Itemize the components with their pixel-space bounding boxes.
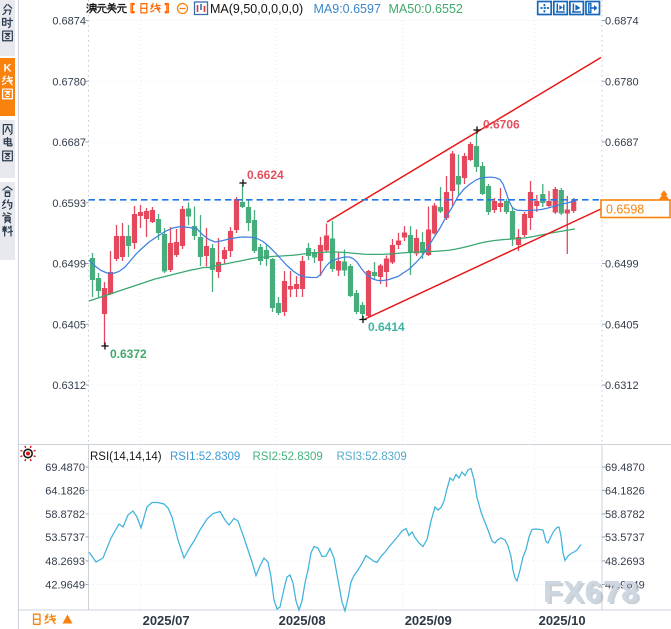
svg-text:0.6780: 0.6780 xyxy=(605,76,639,88)
svg-text:58.8782: 58.8782 xyxy=(45,509,85,521)
svg-text:53.5737: 53.5737 xyxy=(45,532,85,544)
svg-text:0.6874: 0.6874 xyxy=(52,16,86,28)
svg-text:69.4870: 69.4870 xyxy=(45,462,85,474)
svg-text:0.6780: 0.6780 xyxy=(52,76,86,88)
svg-text:RSI3:52.8309: RSI3:52.8309 xyxy=(337,451,407,463)
svg-text:64.1826: 64.1826 xyxy=(605,485,645,497)
svg-text:0.6405: 0.6405 xyxy=(52,319,86,331)
svg-text:48.2693: 48.2693 xyxy=(45,556,85,568)
svg-text:58.8782: 58.8782 xyxy=(605,509,645,521)
svg-text:RSI2:52.8309: RSI2:52.8309 xyxy=(253,451,323,463)
svg-text:0.6405: 0.6405 xyxy=(605,319,639,331)
svg-text:0.6624: 0.6624 xyxy=(247,168,284,182)
svg-text:2025/10: 2025/10 xyxy=(539,613,586,628)
svg-text:0.6414: 0.6414 xyxy=(368,320,405,334)
svg-text:0.6706: 0.6706 xyxy=(483,118,520,132)
svg-text:0.6593: 0.6593 xyxy=(52,198,86,210)
svg-text:MA50:0.6552: MA50:0.6552 xyxy=(389,2,463,16)
svg-text:FX678: FX678 xyxy=(543,574,639,609)
svg-text:0.6874: 0.6874 xyxy=(605,16,639,28)
svg-text:MA9:0.6597: MA9:0.6597 xyxy=(314,2,381,16)
svg-text:0.6687: 0.6687 xyxy=(52,137,86,149)
svg-text:0.6372: 0.6372 xyxy=(110,347,147,361)
svg-text:42.9649: 42.9649 xyxy=(45,580,85,592)
svg-text:0.6312: 0.6312 xyxy=(605,380,639,392)
svg-text:RSI(14,14,14): RSI(14,14,14) xyxy=(90,451,162,463)
svg-text:0.6687: 0.6687 xyxy=(605,137,639,149)
svg-text:0.6499: 0.6499 xyxy=(52,259,86,271)
svg-text:MA(9,50,0,0,0,0): MA(9,50,0,0,0,0) xyxy=(210,2,303,16)
svg-text:2025/08: 2025/08 xyxy=(279,613,326,628)
svg-text:0.6499: 0.6499 xyxy=(605,259,639,271)
svg-text:FX678: FX678 xyxy=(546,576,642,611)
svg-text:2025/07: 2025/07 xyxy=(143,613,190,628)
svg-text:RSI1:52.8309: RSI1:52.8309 xyxy=(170,451,240,463)
svg-text:64.1826: 64.1826 xyxy=(45,485,85,497)
svg-text:53.5737: 53.5737 xyxy=(605,532,645,544)
svg-text:0.6312: 0.6312 xyxy=(52,380,86,392)
svg-text:69.4870: 69.4870 xyxy=(605,462,645,474)
svg-text:2025/09: 2025/09 xyxy=(405,613,452,628)
svg-text:42.9649: 42.9649 xyxy=(605,580,645,592)
svg-text:K: K xyxy=(4,63,12,75)
svg-text:48.2693: 48.2693 xyxy=(605,556,645,568)
svg-text:0.6598: 0.6598 xyxy=(606,203,644,217)
